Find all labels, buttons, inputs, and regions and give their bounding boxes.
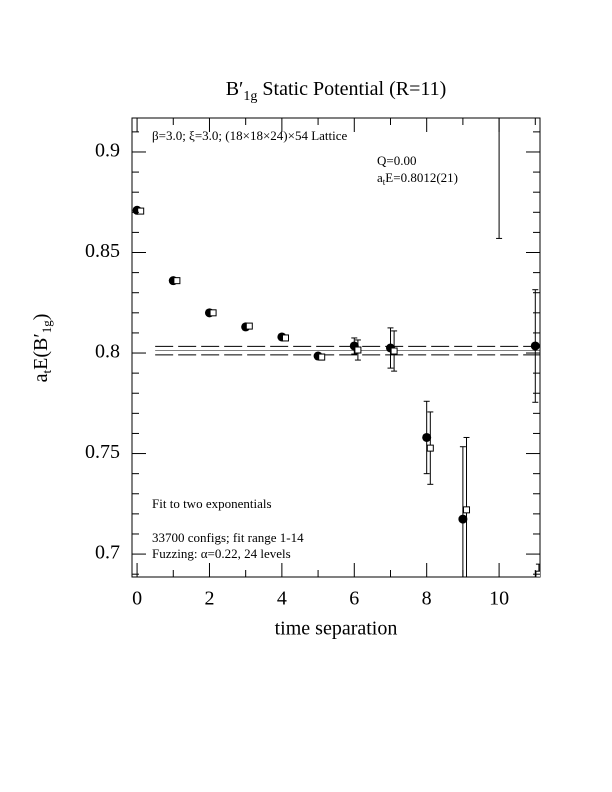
x-tick-label: 6 bbox=[349, 588, 359, 610]
data-point bbox=[530, 341, 540, 351]
data-point bbox=[209, 309, 217, 317]
y-tick-label: 0.85 bbox=[85, 240, 120, 262]
x-tick-label: 0 bbox=[132, 588, 142, 610]
title-subscript: 1g bbox=[243, 89, 257, 104]
annotation: Fit to two exponentials bbox=[152, 496, 272, 511]
annotation: Q=0.00 bbox=[377, 153, 416, 168]
data-point bbox=[422, 432, 432, 442]
y-axis-label: atE(B′1g) bbox=[30, 314, 54, 383]
x-tick-label: 4 bbox=[277, 588, 287, 610]
x-tick-label: 2 bbox=[204, 588, 214, 610]
plot-frame bbox=[131, 117, 541, 578]
x-axis-label: time separation bbox=[275, 618, 398, 640]
annotation: Fuzzing: α=0.22, 24 levels bbox=[152, 546, 291, 561]
x-tick-label: 8 bbox=[422, 588, 432, 610]
data-point bbox=[354, 346, 362, 354]
y-tick-label: 0.8 bbox=[95, 341, 120, 363]
y-tick-label: 0.9 bbox=[95, 140, 120, 162]
data-point bbox=[426, 444, 434, 452]
chart-title: B′1g Static Potential (R=11) bbox=[226, 78, 447, 105]
y-tick-label: 0.75 bbox=[85, 441, 120, 463]
y-tick-label: 0.7 bbox=[95, 542, 120, 564]
annotation: atE=0.8012(21) bbox=[377, 170, 458, 187]
data-point bbox=[318, 353, 326, 361]
title-part: Static Potential (R=11) bbox=[257, 78, 446, 100]
x-tick-label: 10 bbox=[489, 588, 509, 610]
annotation-part: a bbox=[377, 170, 383, 185]
data-point bbox=[245, 322, 253, 330]
ylabel-subscript: 1g bbox=[39, 320, 54, 334]
ylabel-subscript: t bbox=[39, 370, 54, 374]
ylabel-part: ) bbox=[30, 314, 52, 321]
data-point bbox=[137, 207, 145, 215]
data-point bbox=[463, 506, 471, 514]
annotation: 33700 configs; fit range 1-14 bbox=[152, 530, 304, 545]
ylabel-part: E(B′ bbox=[30, 333, 52, 370]
data-point bbox=[173, 277, 181, 285]
data-point bbox=[390, 347, 398, 355]
annotation-subscript: t bbox=[383, 177, 386, 187]
data-point bbox=[458, 514, 468, 524]
ylabel-part: a bbox=[30, 373, 52, 382]
data-point bbox=[281, 334, 289, 342]
title-part: B′ bbox=[226, 78, 244, 100]
data-point bbox=[495, 87, 504, 96]
annotation-part: E=0.8012(21) bbox=[385, 170, 458, 185]
annotation: β=3.0; ξ=3.0; (18×18×24)×54 Lattice bbox=[152, 128, 348, 143]
